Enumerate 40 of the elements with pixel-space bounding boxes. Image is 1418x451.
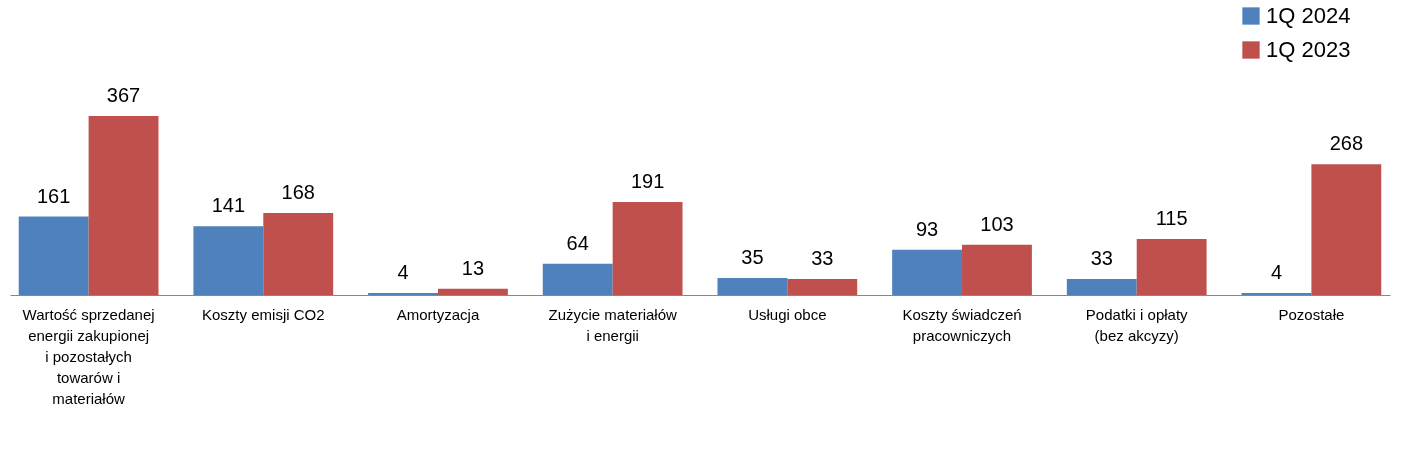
data-label: 64 [566,231,589,254]
bar [717,277,788,295]
bar [88,116,159,295]
x-tick-label: Usługi obce [748,305,827,323]
data-label: 13 [461,256,485,279]
x-tick-label: Podatki i opłaty (bez akcyzy) [1085,305,1189,344]
x-tick-label: Koszty świadczeń pracowniczych [902,305,1022,344]
bar [437,288,508,295]
data-label: 4 [1270,261,1283,284]
data-label: 367 [106,84,141,107]
data-label: 33 [1090,246,1113,269]
bar [892,249,963,295]
data-label: 93 [915,217,939,240]
bar [787,278,858,295]
data-label: 103 [980,212,1014,235]
bar [263,213,334,295]
bar [18,216,89,295]
data-label: 191 [630,169,665,192]
bar [1311,164,1382,295]
data-label: 268 [1329,132,1364,155]
bar [1136,238,1207,295]
x-tick-label: Wartość sprzedanej energii zakupionej i pozostałych towarów i materiałów [22,305,155,407]
data-label: 33 [811,246,834,269]
data-label: 4 [397,261,409,284]
legend-label: 1Q 2024 [1266,3,1351,28]
data-label: 35 [741,245,764,268]
data-label: 115 [1155,206,1188,229]
data-label: 141 [211,194,246,217]
bar [1066,278,1137,295]
bar [962,244,1032,295]
data-label: 161 [36,184,71,207]
bar [542,263,613,295]
bar [612,201,683,295]
x-tick-label: Zużycie materiałów i energii [548,305,678,344]
x-tick-label: Koszty emisji CO2 [202,305,325,323]
data-label: 168 [281,181,315,204]
bar [193,226,264,295]
x-tick-label: Amortyzacja [396,305,480,323]
legend-label: 1Q 2023 [1266,37,1351,62]
x-tick-label: Pozostałe [1278,305,1345,323]
